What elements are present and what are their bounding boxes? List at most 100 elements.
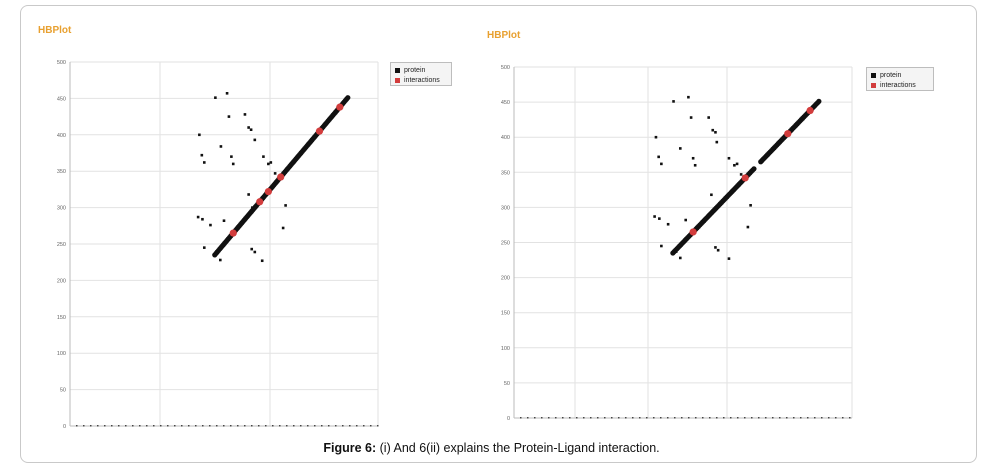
x-tick-mark <box>751 417 753 419</box>
protein-point <box>714 246 717 249</box>
protein-point <box>689 116 693 119</box>
x-tick-mark <box>146 425 148 427</box>
legend-1: protein interactions <box>390 62 452 86</box>
protein-point <box>201 217 204 221</box>
x-tick-mark <box>765 417 767 419</box>
x-tick-mark <box>307 425 309 427</box>
protein-point <box>739 173 743 176</box>
x-tick-mark <box>618 417 620 419</box>
x-tick-mark <box>569 417 571 419</box>
y-tick-label: 400 <box>57 133 66 139</box>
x-tick-mark <box>237 425 239 427</box>
x-tick-mark <box>181 425 183 427</box>
interaction-point <box>315 127 324 135</box>
protein-point <box>693 163 697 167</box>
x-tick-mark <box>632 417 634 419</box>
protein-point <box>269 161 273 164</box>
interaction-point <box>784 130 792 138</box>
interaction-point <box>277 173 285 181</box>
protein-point <box>687 95 690 99</box>
protein-point <box>225 92 229 95</box>
x-tick-mark <box>335 425 337 427</box>
x-tick-mark <box>279 425 281 427</box>
x-tick-mark <box>300 425 302 427</box>
protein-point <box>267 162 270 166</box>
x-tick-mark <box>800 417 802 419</box>
x-tick-mark <box>779 417 781 419</box>
protein-point <box>284 204 287 207</box>
x-tick-mark <box>688 417 690 419</box>
protein-point <box>253 250 257 254</box>
protein-point <box>253 138 257 142</box>
x-tick-mark <box>849 417 851 419</box>
legend-item-protein: protein <box>395 65 447 75</box>
legend-swatch-protein <box>871 72 876 78</box>
protein-point <box>678 147 682 150</box>
protein-point <box>202 161 206 164</box>
y-tick-label: 300 <box>501 205 510 211</box>
protein-point <box>727 156 731 160</box>
x-tick-mark <box>160 425 162 427</box>
x-tick-mark <box>611 417 613 419</box>
protein-diagonal-point <box>345 95 351 101</box>
x-tick-mark <box>807 417 809 419</box>
y-tick-label: 50 <box>504 381 510 387</box>
y-tick-label: 150 <box>501 311 510 317</box>
protein-diagonal-point <box>751 166 757 172</box>
protein-point <box>202 246 206 249</box>
protein-point <box>219 258 222 262</box>
x-tick-mark <box>695 417 697 419</box>
y-tick-label: 100 <box>57 351 66 357</box>
x-tick-mark <box>328 425 330 427</box>
x-tick-mark <box>125 425 127 427</box>
interaction-point <box>741 174 749 182</box>
x-tick-mark <box>555 417 557 419</box>
x-tick-mark <box>744 417 746 419</box>
protein-point <box>281 226 285 230</box>
x-tick-mark <box>195 425 197 427</box>
protein-point <box>243 113 247 116</box>
x-tick-mark <box>625 417 627 419</box>
x-tick-mark <box>363 425 365 427</box>
x-tick-mark <box>723 417 725 419</box>
protein-point <box>209 223 212 227</box>
protein-point <box>250 247 254 251</box>
protein-point <box>654 135 658 139</box>
x-tick-mark <box>230 425 232 427</box>
y-tick-label: 50 <box>60 388 66 394</box>
protein-point <box>678 256 682 260</box>
x-tick-mark <box>653 417 655 419</box>
protein-diagonal-point <box>816 98 822 104</box>
interaction-point <box>336 103 344 111</box>
x-tick-mark <box>118 425 120 427</box>
x-tick-mark <box>541 417 543 419</box>
x-tick-mark <box>548 417 550 419</box>
x-tick-mark <box>646 417 648 419</box>
protein-point <box>672 100 675 103</box>
x-tick-mark <box>562 417 564 419</box>
x-tick-mark <box>202 425 204 427</box>
x-tick-mark <box>167 425 169 427</box>
x-tick-mark <box>153 425 155 427</box>
x-tick-mark <box>97 425 99 427</box>
protein-point <box>198 133 201 137</box>
protein-point <box>707 116 710 119</box>
legend-swatch-interactions <box>395 77 400 83</box>
x-tick-mark <box>356 425 358 427</box>
protein-point <box>749 203 752 207</box>
x-tick-mark <box>527 417 529 419</box>
legend-swatch-interactions <box>871 82 876 88</box>
interaction-point <box>806 106 814 115</box>
protein-point <box>247 193 250 196</box>
x-tick-mark <box>251 425 253 427</box>
x-tick-mark <box>702 417 704 419</box>
protein-point <box>657 155 660 159</box>
y-tick-label: 200 <box>501 276 510 282</box>
protein-point <box>273 172 277 175</box>
legend-2: protein interactions <box>866 67 934 91</box>
legend-label-protein: protein <box>880 71 902 79</box>
protein-point <box>214 96 217 99</box>
x-tick-mark <box>716 417 718 419</box>
